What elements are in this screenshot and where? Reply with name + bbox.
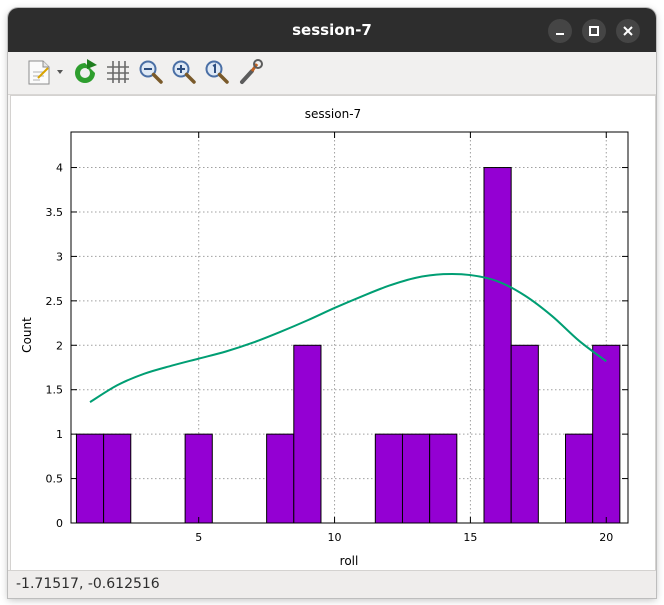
bars xyxy=(75,167,621,524)
wrench-icon xyxy=(240,59,263,84)
histogram-bar xyxy=(483,167,512,524)
cursor-coordinates: -1.71517, -0.612516 xyxy=(16,576,160,592)
app-window: session-7 xyxy=(8,8,656,598)
maximize-icon xyxy=(589,26,599,36)
window-title: session-7 xyxy=(292,21,372,39)
histogram-bar xyxy=(103,433,132,524)
refresh-icon xyxy=(75,59,97,83)
density-curve-line xyxy=(89,272,607,403)
histogram-bar xyxy=(75,433,105,524)
y-tick-label: 3.5 xyxy=(46,206,64,219)
x-axis-label: roll xyxy=(340,554,359,568)
histogram-bar xyxy=(293,344,322,524)
grid-lines xyxy=(71,132,628,523)
zoom-in-button[interactable] xyxy=(170,58,198,86)
status-bar: -1.71517, -0.612516 xyxy=(8,570,656,598)
close-button[interactable] xyxy=(616,19,640,43)
histogram-bar xyxy=(374,433,403,524)
histogram-bar xyxy=(565,433,594,524)
y-tick-label: 2 xyxy=(56,339,63,352)
histogram-bar xyxy=(592,344,621,524)
chart-title: session-7 xyxy=(305,107,361,121)
y-tick-label: 3 xyxy=(56,250,63,263)
x-tick-label: 10 xyxy=(328,531,342,544)
y-tick-label: 1 xyxy=(56,428,63,441)
histogram-bar xyxy=(184,433,213,524)
x-tick-label: 5 xyxy=(195,531,202,544)
y-tick-label: 2.5 xyxy=(46,295,64,308)
x-tick-label: 15 xyxy=(463,531,477,544)
replot-button[interactable] xyxy=(71,58,99,86)
toolbar xyxy=(8,52,656,95)
zoom-in-icon xyxy=(172,60,196,84)
export-document-icon xyxy=(28,60,63,85)
histogram-bar xyxy=(401,433,431,524)
y-axis-label: Count xyxy=(20,317,34,353)
density-curve xyxy=(89,272,607,403)
title-bar: session-7 xyxy=(8,8,656,52)
y-tick-label: 0.5 xyxy=(46,473,64,486)
close-icon xyxy=(623,26,633,36)
y-tick-label: 4 xyxy=(56,162,63,175)
y-tick-label: 0 xyxy=(56,517,63,530)
histogram-bar xyxy=(510,344,539,524)
plot-frame xyxy=(70,131,629,524)
maximize-button[interactable] xyxy=(582,19,606,43)
axis-ticks: 5 10 15 20 0 0.5 1 1.5 2 2.5 3 3.5 4 xyxy=(46,132,628,544)
zoom-out-button[interactable] xyxy=(137,58,165,86)
zoom-reset-button[interactable] xyxy=(203,58,231,86)
export-menu-button[interactable] xyxy=(26,58,68,86)
grid-toggle-button[interactable] xyxy=(104,58,132,86)
settings-button[interactable] xyxy=(237,58,265,86)
y-tick-label: 1.5 xyxy=(46,384,64,397)
zoom-reset-icon xyxy=(205,60,229,84)
histogram-bar xyxy=(429,433,458,524)
plot-area[interactable]: session-7 5 10 15 20 0 0.5 1 1.5 2 2.5 3 3.5 4 roll … xyxy=(10,95,656,571)
grid-icon xyxy=(107,61,129,83)
minimize-button[interactable] xyxy=(548,19,572,43)
minimize-icon xyxy=(556,33,564,35)
x-tick-label: 20 xyxy=(599,531,613,544)
histogram-bar xyxy=(266,433,295,524)
zoom-out-icon xyxy=(139,60,163,84)
